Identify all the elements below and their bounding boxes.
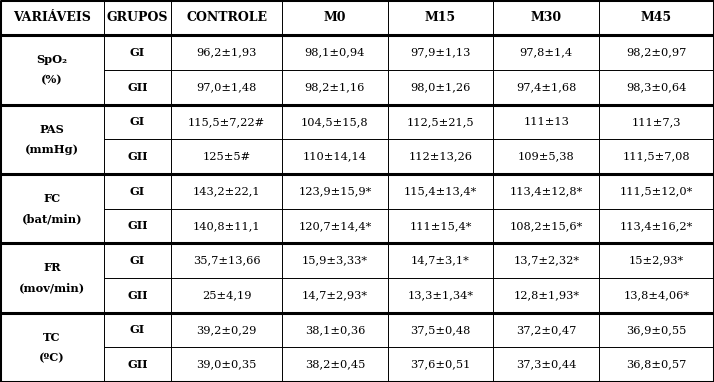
Text: VARIÁVEIS: VARIÁVEIS	[13, 11, 91, 24]
Text: M30: M30	[531, 11, 562, 24]
Text: 98,2±0,97: 98,2±0,97	[626, 47, 687, 57]
Text: 14,7±3,1*: 14,7±3,1*	[411, 256, 470, 265]
Text: 125±5#: 125±5#	[203, 152, 251, 162]
Text: 143,2±22,1: 143,2±22,1	[193, 186, 261, 196]
Text: GI: GI	[130, 117, 145, 127]
Text: 109±5,38: 109±5,38	[518, 152, 575, 162]
Text: M15: M15	[425, 11, 456, 24]
Text: 97,0±1,48: 97,0±1,48	[196, 82, 257, 92]
Text: GI: GI	[130, 255, 145, 266]
Text: M45: M45	[641, 11, 672, 24]
Text: 108,2±15,6*: 108,2±15,6*	[510, 221, 583, 231]
Text: 113,4±12,8*: 113,4±12,8*	[510, 186, 583, 196]
Text: CONTROLE: CONTROLE	[186, 11, 267, 24]
Text: PAS
(mmHg): PAS (mmHg)	[25, 124, 79, 155]
Text: 104,5±15,8: 104,5±15,8	[301, 117, 368, 127]
Text: 39,2±0,29: 39,2±0,29	[196, 325, 257, 335]
Text: 13,3±1,34*: 13,3±1,34*	[408, 290, 473, 300]
Text: 25±4,19: 25±4,19	[202, 290, 251, 300]
Text: 111±13: 111±13	[523, 117, 569, 127]
Text: GI: GI	[130, 324, 145, 335]
Text: FC
(bat/min): FC (bat/min)	[21, 193, 82, 224]
Text: 123,9±15,9*: 123,9±15,9*	[298, 186, 371, 196]
Text: 97,8±1,4: 97,8±1,4	[520, 47, 573, 57]
Text: 112,5±21,5: 112,5±21,5	[407, 117, 474, 127]
Text: 37,5±0,48: 37,5±0,48	[411, 325, 471, 335]
Text: 37,6±0,51: 37,6±0,51	[411, 360, 471, 370]
Text: 37,3±0,44: 37,3±0,44	[516, 360, 576, 370]
Text: 36,8±0,57: 36,8±0,57	[626, 360, 687, 370]
Text: 98,0±1,26: 98,0±1,26	[411, 82, 471, 92]
Text: 111±7,3: 111±7,3	[632, 117, 681, 127]
Text: 14,7±2,93*: 14,7±2,93*	[302, 290, 368, 300]
Text: SpO₂
(%): SpO₂ (%)	[36, 54, 67, 85]
Text: 36,9±0,55: 36,9±0,55	[626, 325, 687, 335]
Text: 15,9±3,33*: 15,9±3,33*	[302, 256, 368, 265]
Text: 120,7±14,4*: 120,7±14,4*	[298, 221, 371, 231]
Text: 97,4±1,68: 97,4±1,68	[516, 82, 576, 92]
Text: 113,4±16,2*: 113,4±16,2*	[620, 221, 693, 231]
Text: 13,8±4,06*: 13,8±4,06*	[623, 290, 690, 300]
Text: 98,1±0,94: 98,1±0,94	[305, 47, 365, 57]
Text: 38,2±0,45: 38,2±0,45	[305, 360, 365, 370]
Text: FR
(mov/min): FR (mov/min)	[19, 262, 85, 293]
Text: M0: M0	[323, 11, 346, 24]
Text: GRUPOS: GRUPOS	[106, 11, 169, 24]
Text: GI: GI	[130, 186, 145, 197]
Text: GII: GII	[127, 220, 148, 231]
Text: 98,2±1,16: 98,2±1,16	[305, 82, 365, 92]
Text: GI: GI	[130, 47, 145, 58]
Text: TC
(ºC): TC (ºC)	[39, 332, 65, 363]
Text: 12,8±1,93*: 12,8±1,93*	[513, 290, 579, 300]
Text: GII: GII	[127, 290, 148, 301]
Text: 140,8±11,1: 140,8±11,1	[193, 221, 261, 231]
Text: 38,1±0,36: 38,1±0,36	[305, 325, 365, 335]
Text: 37,2±0,47: 37,2±0,47	[516, 325, 576, 335]
Text: GII: GII	[127, 82, 148, 93]
Text: GII: GII	[127, 359, 148, 370]
Text: 112±13,26: 112±13,26	[408, 152, 473, 162]
Text: 111,5±7,08: 111,5±7,08	[623, 152, 690, 162]
Text: 96,2±1,93: 96,2±1,93	[196, 47, 257, 57]
Text: 115,5±7,22#: 115,5±7,22#	[188, 117, 266, 127]
Text: 35,7±13,66: 35,7±13,66	[193, 256, 261, 265]
Text: GII: GII	[127, 151, 148, 162]
Text: 98,3±0,64: 98,3±0,64	[626, 82, 687, 92]
Text: 13,7±2,32*: 13,7±2,32*	[513, 256, 579, 265]
Text: 39,0±0,35: 39,0±0,35	[196, 360, 257, 370]
Text: 97,9±1,13: 97,9±1,13	[411, 47, 471, 57]
Text: 15±2,93*: 15±2,93*	[629, 256, 684, 265]
Text: 110±14,14: 110±14,14	[303, 152, 367, 162]
Text: 115,4±13,4*: 115,4±13,4*	[404, 186, 477, 196]
Text: 111,5±12,0*: 111,5±12,0*	[620, 186, 693, 196]
Text: 111±15,4*: 111±15,4*	[409, 221, 472, 231]
